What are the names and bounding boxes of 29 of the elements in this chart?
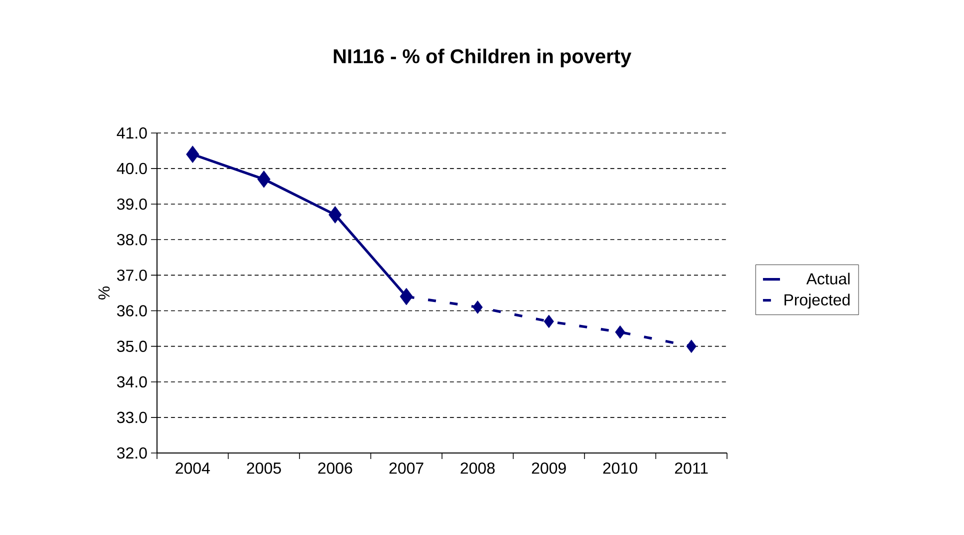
y-tick-label: 33.0 — [117, 412, 147, 424]
y-tick-label: 36.0 — [117, 305, 147, 316]
x-tick-label: 2011 — [675, 462, 708, 474]
x-tick-label: 2004 — [176, 462, 210, 474]
y-tick-label: 37.0 — [117, 270, 147, 281]
point — [472, 300, 483, 314]
y-tick-label: 35.0 — [117, 340, 147, 352]
chart-title: NI116 - % of Children in poverty — [334, 48, 632, 68]
y-tick-label: 39.0 — [117, 198, 147, 210]
point — [186, 146, 200, 163]
x-tick-label: 2005 — [246, 462, 281, 474]
x-tick-label: 2006 — [318, 462, 352, 474]
legend-label: Actual — [806, 272, 850, 284]
x-tick-label: 2008 — [460, 462, 495, 474]
y-tick-label: 41.0 — [116, 127, 147, 139]
x-tick-label: 2007 — [389, 462, 424, 474]
point — [686, 340, 696, 353]
x-tick-label: 2009 — [532, 462, 566, 474]
y-tick-label: 34.0 — [117, 376, 147, 388]
point — [615, 325, 626, 339]
x-tick-label: 2010 — [603, 462, 638, 474]
y-tick-label: 40.0 — [116, 162, 147, 174]
y-tick-label: 38.0 — [117, 234, 147, 246]
point — [257, 170, 270, 188]
point — [544, 314, 554, 328]
y-tick-label: 32.0 — [117, 447, 147, 459]
point — [328, 206, 342, 224]
y-axis-title: % — [98, 286, 110, 300]
legend-label: Projected — [784, 294, 850, 309]
